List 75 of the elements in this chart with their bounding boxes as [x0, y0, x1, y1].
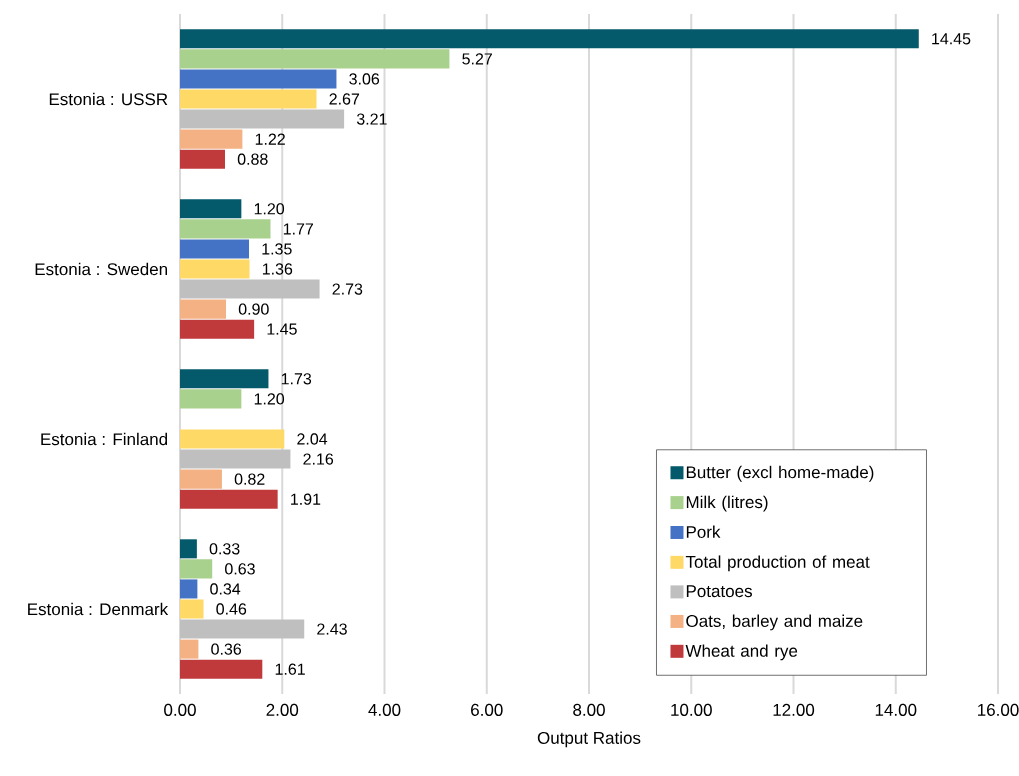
legend-label: Pork: [686, 525, 721, 539]
bar: [180, 429, 285, 449]
data-label: 2.73: [332, 283, 363, 295]
bar: [180, 259, 250, 279]
data-label: 0.33: [209, 543, 240, 555]
legend-label: Total production of meat: [685, 555, 870, 572]
bar: [180, 279, 320, 299]
data-label: 14.45: [932, 33, 971, 45]
x-tick-label: 16.00: [978, 703, 1019, 716]
y-tick-label: Estonia : USSR: [49, 92, 168, 106]
bar: [180, 599, 204, 619]
y-tick-label: Estonia : Finland: [41, 432, 168, 446]
data-label: 0.34: [210, 583, 241, 595]
x-tick-label: 4.00: [368, 703, 401, 716]
data-label: 0.90: [238, 303, 269, 315]
bar: [180, 69, 337, 89]
bar: [180, 89, 317, 109]
bar: [180, 219, 271, 239]
data-label: 2.04: [297, 433, 328, 445]
bar: [180, 579, 198, 599]
data-label: 0.88: [237, 153, 268, 165]
x-axis-title: Output Ratios: [537, 731, 641, 748]
data-label: 2.67: [329, 93, 360, 105]
data-label: 1.77: [283, 223, 314, 235]
x-tick-label: 10.00: [671, 703, 712, 716]
data-label: 2.43: [317, 623, 347, 635]
data-label: 0.46: [216, 603, 247, 615]
data-label: 3.21: [356, 113, 387, 125]
y-tick-label: Estonia : Denmark: [28, 602, 169, 616]
data-label: 0.36: [211, 643, 242, 655]
bar: [180, 539, 197, 559]
legend-label: Wheat and rye: [685, 644, 798, 661]
x-tick-label: 8.00: [573, 703, 605, 716]
data-label: 1.61: [275, 663, 305, 675]
legend-label: Milk (litres): [686, 495, 768, 512]
bar: [180, 149, 225, 169]
bar: [180, 129, 243, 149]
bar: [180, 29, 919, 49]
data-label: 0.82: [234, 473, 265, 485]
bar: [180, 239, 250, 259]
bar: [180, 49, 450, 69]
bar: [180, 319, 255, 339]
x-tick-label: 0.00: [164, 703, 196, 716]
bar: [180, 469, 222, 489]
bar: [180, 109, 345, 129]
bar: [180, 489, 278, 509]
data-label: 1.20: [254, 203, 285, 215]
data-label: 1.20: [254, 393, 285, 405]
x-tick-label: 12.00: [773, 703, 815, 716]
data-label: 2.16: [303, 453, 334, 465]
bar: [180, 369, 269, 389]
x-tick-label: 2.00: [266, 703, 299, 716]
bar: [180, 299, 227, 319]
data-label: 0.63: [225, 563, 255, 575]
bar: [180, 389, 242, 409]
bar: [180, 559, 213, 579]
data-label: 5.27: [462, 53, 492, 65]
bar: [180, 619, 305, 639]
data-label: 3.06: [349, 73, 380, 85]
x-tick-label: 14.00: [875, 703, 917, 716]
data-label: 1.73: [281, 373, 312, 385]
data-label: 1.91: [291, 493, 321, 505]
bar: [180, 639, 199, 659]
legend-label: Butter (excl home-made): [686, 465, 874, 482]
data-label: 1.45: [267, 323, 297, 335]
data-label: 1.22: [255, 133, 285, 145]
data-label: 1.35: [262, 243, 292, 255]
y-tick-label: Estonia : Sweden: [35, 262, 167, 276]
legend-label: Potatoes: [686, 585, 752, 598]
data-label: 1.36: [262, 263, 293, 275]
bar: [180, 659, 263, 679]
legend-label: Oats, barley and maize: [686, 614, 863, 631]
bar: [180, 199, 242, 219]
x-tick-label: 6.00: [471, 703, 503, 716]
bar: [180, 449, 291, 469]
